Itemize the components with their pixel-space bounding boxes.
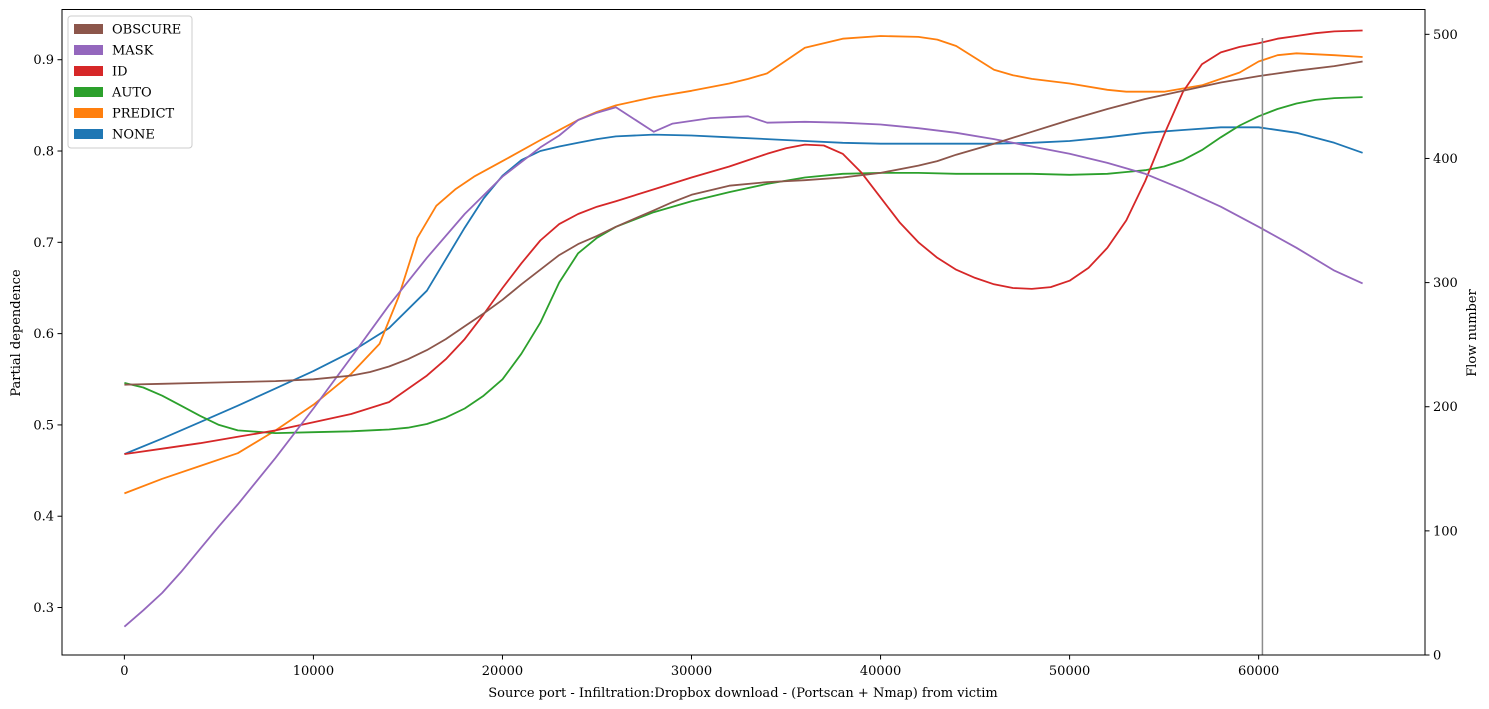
- x-tick-label: 30000: [671, 664, 712, 679]
- x-tick-label: 60000: [1238, 664, 1279, 679]
- y2-tick-label: 300: [1433, 276, 1458, 291]
- series-line-none: [124, 126, 1363, 455]
- x-axis-ticks: 0 10000 20000 30000 40000 50000 60000: [120, 655, 1279, 679]
- legend-label-mask: MASK: [112, 44, 154, 59]
- series-line-predict: [124, 35, 1363, 495]
- legend-swatch-mask: [74, 45, 103, 55]
- y-tick-label: 0.8: [33, 145, 54, 160]
- x-tick-label: 50000: [1049, 664, 1090, 679]
- series-layer: [123, 29, 1363, 628]
- legend-label-obscure: OBSCURE: [112, 23, 181, 38]
- y-tick-label: 0.9: [33, 53, 54, 68]
- series-line-mask: [123, 106, 1363, 628]
- legend-label-none: NONE: [112, 128, 155, 143]
- legend-swatch-none: [74, 129, 103, 139]
- x-tick-label: 10000: [293, 664, 334, 679]
- series-line-id: [124, 29, 1363, 455]
- y-axis-ticks: 0.3 0.4 0.5 0.6 0.7 0.8 0.9: [33, 53, 62, 616]
- y-axis-label: Partial dependence: [9, 269, 24, 397]
- y-tick-label: 0.3: [33, 601, 54, 616]
- y2-tick-label: 0: [1433, 649, 1441, 664]
- x-tick-label: 40000: [860, 664, 901, 679]
- legend-swatch-obscure: [74, 24, 103, 34]
- x-tick-label: 0: [120, 664, 128, 679]
- legend-label-predict: PREDICT: [112, 107, 175, 122]
- legend-label-auto: AUTO: [111, 86, 152, 101]
- legend: OBSCURE MASK ID AUTO PREDICT NONE: [67, 15, 193, 149]
- y2-tick-label: 500: [1433, 28, 1458, 43]
- y2-axis-label: Flow number: [1465, 288, 1480, 376]
- y2-tick-label: 100: [1433, 524, 1458, 539]
- plot-frame: [61, 9, 1426, 656]
- y-tick-label: 0.4: [33, 510, 54, 525]
- series-line-auto: [124, 96, 1363, 435]
- legend-label-id: ID: [112, 65, 128, 80]
- y2-tick-label: 200: [1433, 400, 1458, 415]
- y2-tick-label: 400: [1433, 152, 1458, 167]
- x-tick-label: 20000: [482, 664, 523, 679]
- series-line-obscure: [124, 60, 1363, 386]
- legend-swatch-predict: [74, 108, 103, 118]
- x-axis-label: Source port - Infiltration:Dropbox downl…: [488, 686, 998, 701]
- y-tick-label: 0.6: [33, 327, 54, 342]
- y2-axis-ticks: 0 100 200 300 400 500: [1425, 28, 1458, 664]
- y-tick-label: 0.7: [33, 236, 54, 251]
- legend-swatch-auto: [74, 87, 103, 97]
- legend-swatch-id: [74, 66, 103, 76]
- y-tick-label: 0.5: [33, 418, 54, 433]
